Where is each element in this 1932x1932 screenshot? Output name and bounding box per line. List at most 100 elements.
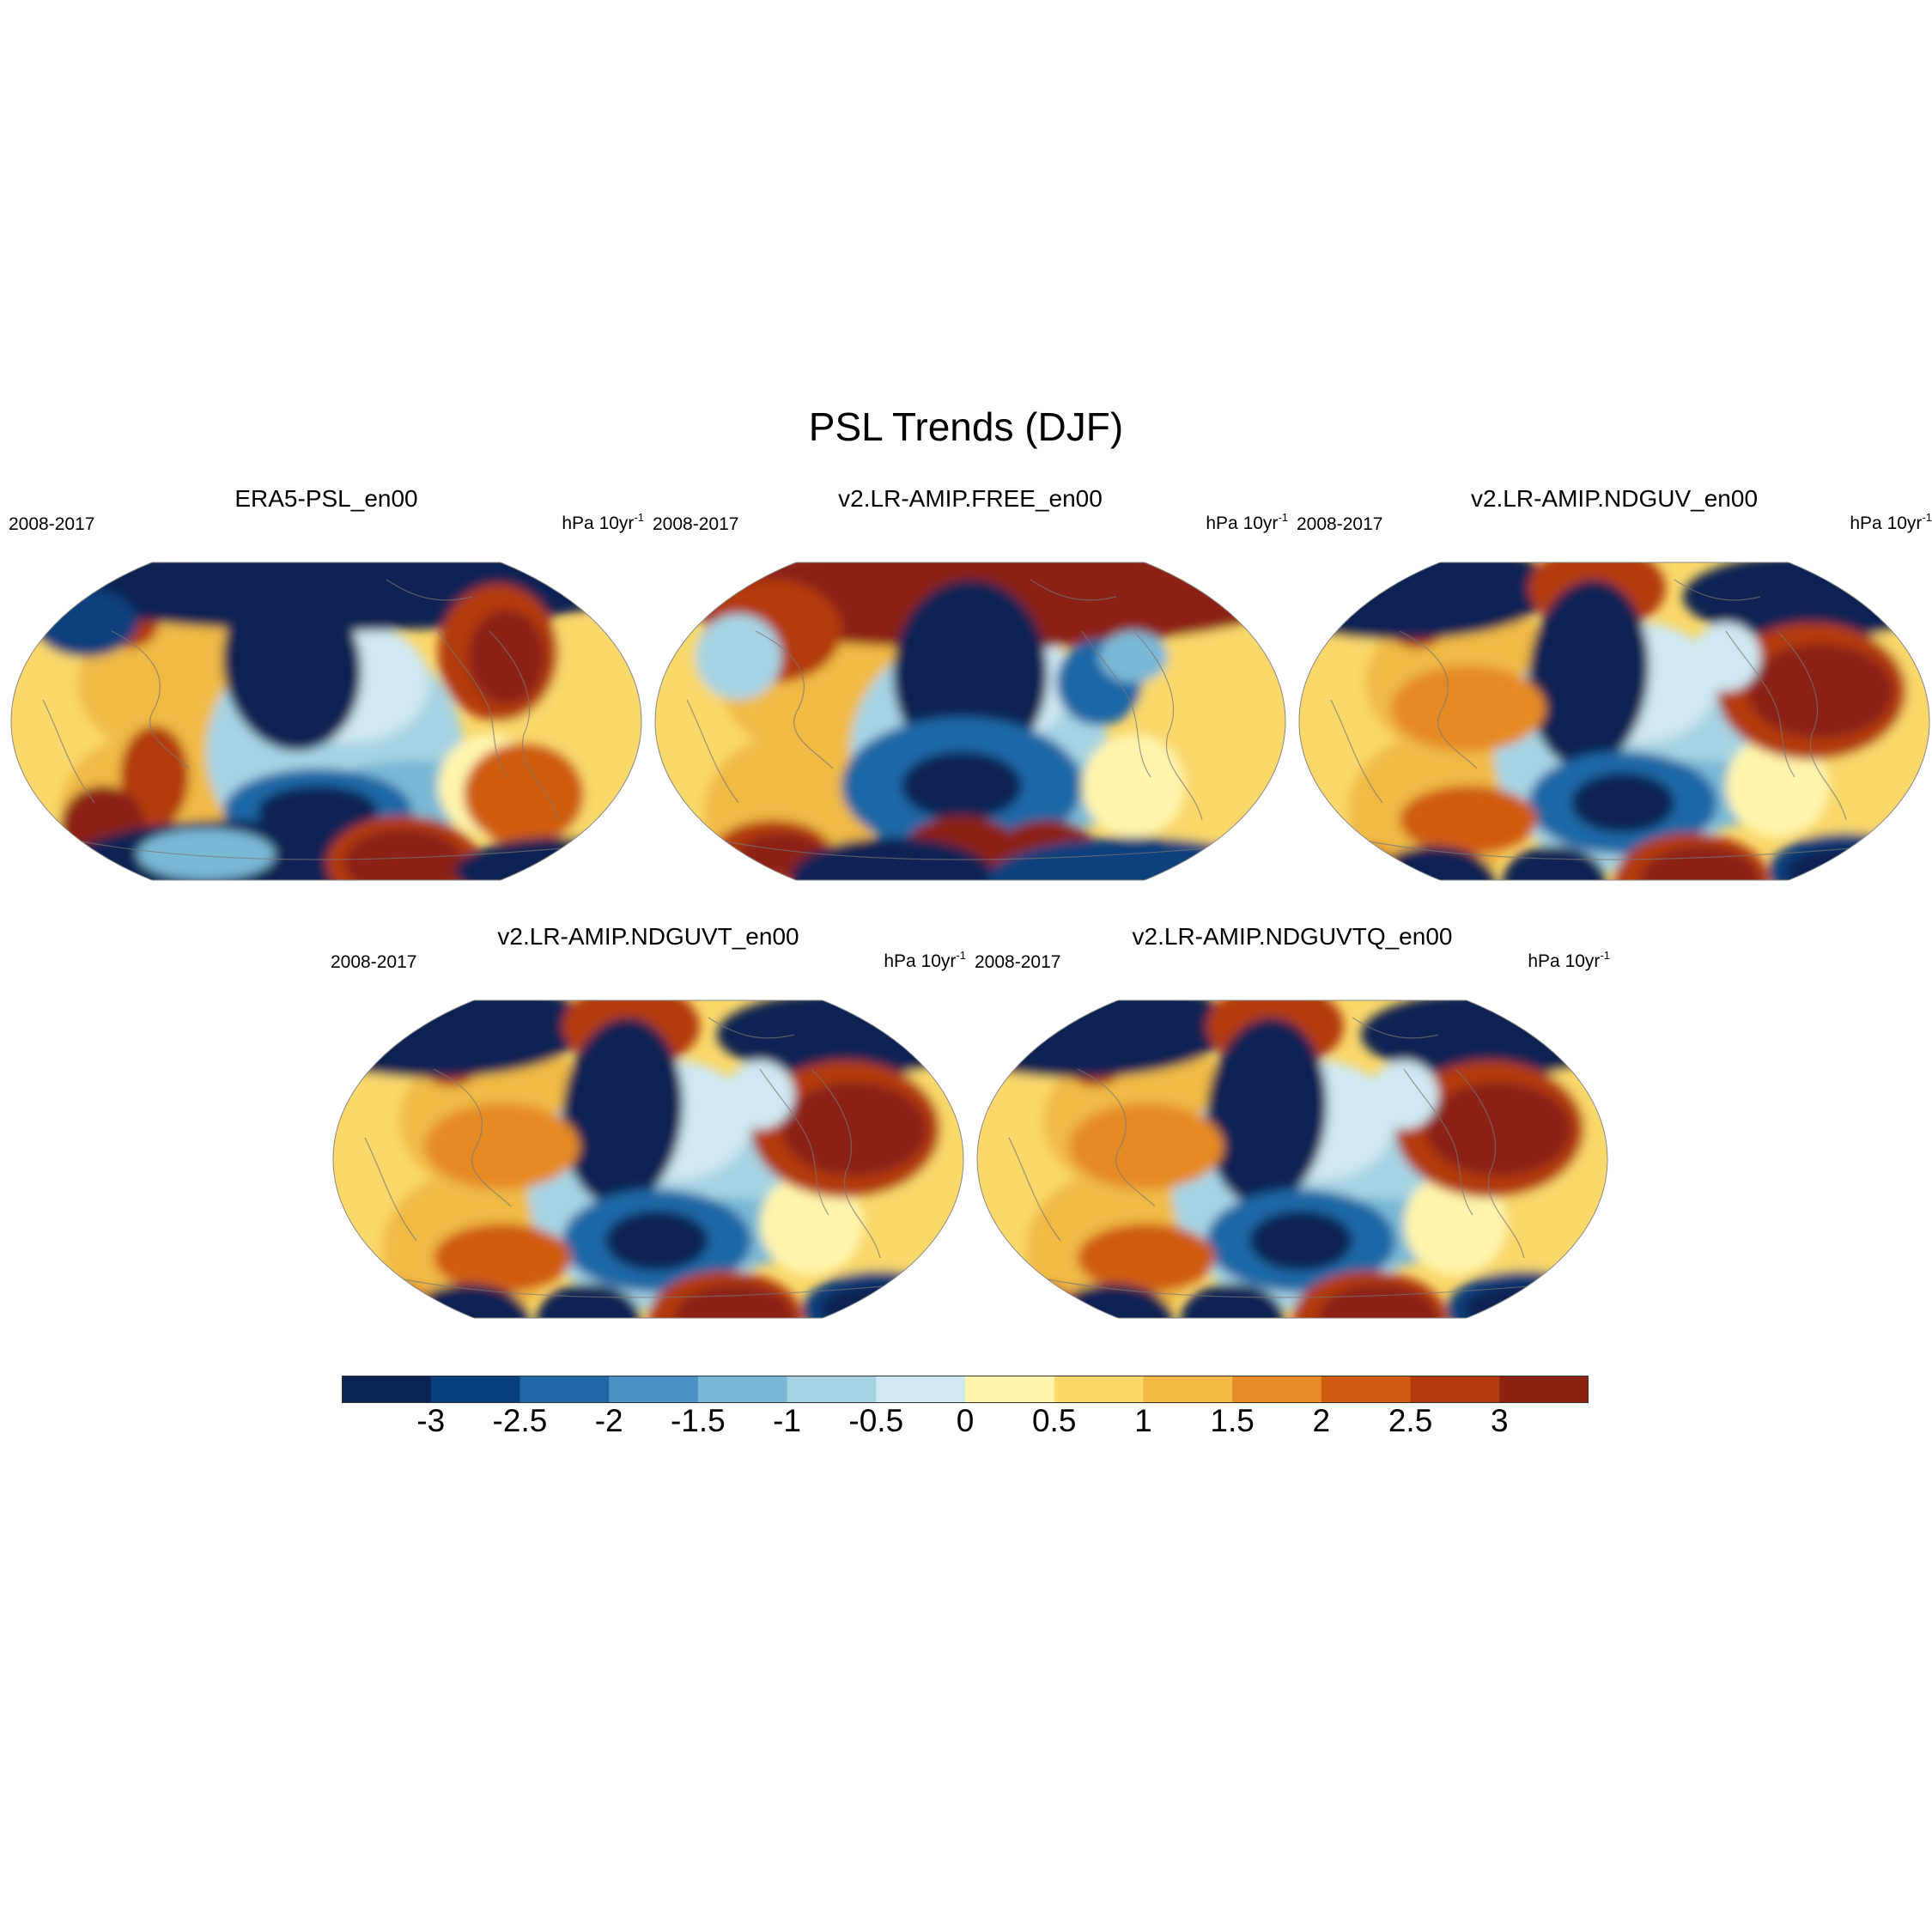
colorbar-bin [1321, 1376, 1412, 1403]
colorbar-bin [1143, 1376, 1233, 1403]
trend-region [781, 1082, 927, 1176]
coastlines [686, 579, 1237, 860]
trend-region [726, 1060, 794, 1129]
trend-region [674, 1284, 794, 1318]
colorbar-bin [697, 1376, 788, 1403]
trend-region [1370, 1060, 1438, 1129]
figure-title: PSL Trends (DJF) [808, 404, 1124, 449]
colorbar-tick-label: 2 [1312, 1403, 1331, 1438]
colorbar [342, 1376, 1589, 1403]
panel-title: ERA5-PSL_en00 [234, 485, 418, 512]
trend-region [1640, 846, 1760, 880]
units-exponent: -1 [1600, 949, 1610, 962]
colorbar-tick-label: -0.5 [848, 1403, 904, 1438]
trend-region [919, 605, 1022, 743]
colorbar-bin [342, 1376, 432, 1403]
units-base: hPa 10yr [1528, 951, 1601, 971]
units-exponent: -1 [956, 949, 966, 962]
trend-region [605, 1211, 708, 1271]
trend-region [661, 854, 747, 880]
trend-region [137, 829, 275, 880]
trend-region [579, 1043, 666, 1181]
map-panel: v2.LR-AMIP.FREE_en00 2008-2017 hPa 10yr-1 [653, 485, 1288, 889]
colorbar-tick-label: -1.5 [670, 1403, 726, 1438]
colorbar-border [342, 1376, 1589, 1403]
period-label: 2008-2017 [653, 514, 739, 534]
trend-region [1692, 623, 1760, 691]
map-frame [10, 562, 642, 880]
panel-title: v2.LR-AMIP.NDGUVT_en00 [497, 923, 799, 950]
period-label: 2008-2017 [975, 952, 1061, 972]
colorbar-tick-label: -1 [773, 1403, 802, 1438]
trend-region [1082, 734, 1185, 837]
colorbar-bin [430, 1376, 520, 1403]
colorbar-tick-label: -2.5 [492, 1403, 548, 1438]
units-label: hPa 10yr-1 [562, 511, 644, 534]
map-panel: v2.LR-AMIP.NDGUV_en00 2008-2017 hPa 10yr-1 [1297, 485, 1932, 889]
trend-region [1726, 734, 1829, 837]
panel-title: v2.LR-AMIP.NDGUVTQ_en00 [1132, 923, 1453, 950]
trend-region [696, 614, 781, 700]
trend-region [1747, 644, 1893, 738]
colorbar-tick-label: 0 [956, 1403, 975, 1438]
colorbar-bin [965, 1376, 1055, 1403]
colorbar-tick-label: -3 [416, 1403, 446, 1438]
trend-region [1181, 1284, 1284, 1318]
units-exponent: -1 [634, 511, 644, 524]
map-frame [332, 1000, 964, 1318]
coastlines [42, 579, 593, 860]
colorbar-bin [787, 1376, 877, 1403]
panel-title: v2.LR-AMIP.FREE_en00 [838, 485, 1103, 512]
units-base: hPa 10yr [562, 513, 635, 533]
colorbar-bin [1054, 1376, 1144, 1403]
trend-region [1223, 1043, 1310, 1181]
trend-region [464, 743, 584, 846]
colorbar-tick-label: 0.5 [1031, 1403, 1077, 1438]
colorbar-bin [609, 1376, 699, 1403]
trend-region [1069, 1103, 1224, 1189]
units-base: hPa 10yr [1850, 513, 1923, 533]
projected-map [332, 999, 964, 1319]
map-panel: v2.LR-AMIP.NDGUVT_en00 2008-2017 hPa 10yr-… [331, 923, 966, 1327]
colorbar-tick-label: 1 [1134, 1403, 1152, 1438]
units-label: hPa 10yr-1 [884, 949, 966, 972]
map-panel: v2.LR-AMIP.NDGUVTQ_en00 2008-2017 hPa 10yr… [975, 923, 1610, 1327]
trend-region [760, 1172, 863, 1275]
projected-map [654, 562, 1286, 881]
colorbar-tick-label: -2 [594, 1403, 623, 1438]
map-frame [976, 1000, 1608, 1318]
trend-region [1099, 631, 1168, 683]
trend-region [1078, 1224, 1215, 1292]
period-label: 2008-2017 [9, 514, 95, 534]
colorbar-bin [876, 1376, 966, 1403]
trend-region [434, 1224, 571, 1292]
colorbar-bin [519, 1376, 610, 1403]
trend-region [425, 1103, 580, 1189]
trend-region [1318, 1284, 1438, 1318]
map-frame [1298, 562, 1930, 880]
trend-region [468, 610, 545, 704]
map-frame [654, 562, 1286, 880]
units-exponent: -1 [1278, 511, 1288, 524]
colorbar-tick-label: 1.5 [1210, 1403, 1255, 1438]
colorbar-bin [1499, 1376, 1589, 1403]
period-label: 2008-2017 [331, 952, 417, 972]
trend-region [1571, 773, 1674, 833]
trend-region [1249, 1211, 1352, 1271]
coastlines [364, 1017, 915, 1298]
trend-region [343, 829, 464, 880]
units-base: hPa 10yr [1206, 513, 1279, 533]
units-label: hPa 10yr-1 [1850, 511, 1932, 534]
coastlines [1330, 579, 1881, 860]
coastlines [1008, 1017, 1559, 1298]
period-label: 2008-2017 [1297, 514, 1383, 534]
panel-title: v2.LR-AMIP.NDGUV_en00 [1470, 485, 1759, 512]
trend-region [248, 605, 336, 726]
colorbar-tick-label: 3 [1490, 1403, 1509, 1438]
map-panel: ERA5-PSL_en00 2008-2017 hPa 10yr-1 [9, 485, 644, 889]
units-base: hPa 10yr [884, 951, 957, 971]
trend-region [1400, 786, 1537, 854]
trend-region [790, 837, 996, 880]
projected-map [1298, 562, 1930, 881]
colorbar-tick-label: 2.5 [1388, 1403, 1433, 1438]
